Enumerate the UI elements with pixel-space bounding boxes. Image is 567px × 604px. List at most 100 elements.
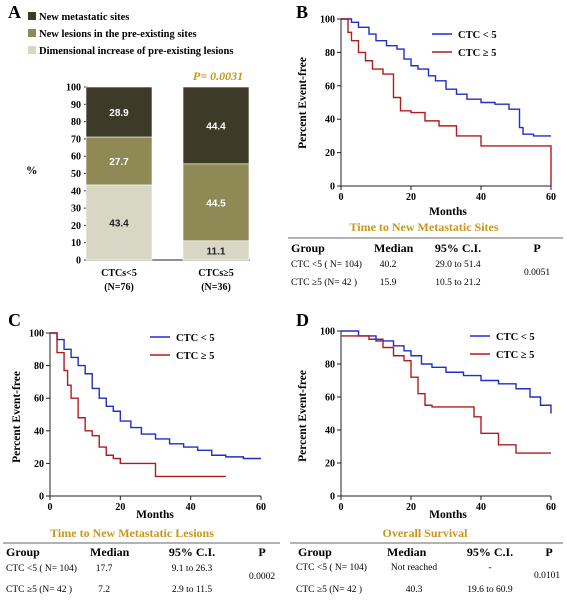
table-cell: 2.9 to 11.5 bbox=[172, 585, 213, 595]
bar-segment bbox=[182, 86, 250, 165]
table-header-median: Median bbox=[387, 545, 427, 559]
table-cell: 9.1 to 26.3 bbox=[172, 564, 213, 574]
table-header-median: Median bbox=[90, 545, 130, 559]
km-curve-ctc-ge-5 bbox=[341, 335, 551, 454]
panel-a-plot: 0 10 20 30 40 50 60 70 80 90 100 43.4 27.7 28.9 11.1 44… bbox=[66, 83, 250, 267]
legend-new-lesions: New lesions in the pre-existing sites bbox=[39, 29, 197, 40]
legend-swatch-new-lesions bbox=[28, 29, 36, 37]
panel-c-title: Time to New Metastatic Lesions bbox=[50, 526, 214, 540]
x-tick-label: 40 bbox=[186, 502, 196, 513]
table-header-p: P bbox=[258, 545, 265, 559]
table-cell-p: 0.0101 bbox=[534, 571, 560, 581]
y-tick-label: 60 bbox=[34, 394, 44, 405]
table-cell: CTC <5 ( N= 104) bbox=[6, 563, 77, 574]
panel-d-x-label: Months bbox=[429, 509, 467, 521]
panel-c-x-label: Months bbox=[136, 509, 174, 521]
panel-b-plot: 0 20 40 60 80 100 0 20 40 60 bbox=[320, 15, 556, 204]
table-header-ci: 95% C.I. bbox=[467, 545, 513, 559]
panel-b-title: Time to New Metastatic Sites bbox=[349, 220, 498, 234]
panel-d-legend-ctc-ge-5: CTC ≥ 5 bbox=[496, 350, 534, 361]
panel-d-title: Overall Survival bbox=[383, 526, 469, 540]
x-tick-label: 0 bbox=[48, 502, 53, 513]
table-header-median: Median bbox=[374, 241, 414, 255]
km-curve-ctc-ge-5 bbox=[50, 332, 226, 478]
panel-c-table: Group Median 95% C.I. P CTC <5 ( N= 104)… bbox=[6, 545, 275, 595]
y-tick-label: 70 bbox=[71, 134, 81, 145]
table-cell: CTC <5 ( N= 104) bbox=[296, 562, 367, 573]
panel-b-y-label: Percent Event-free bbox=[297, 57, 309, 149]
table-cell: 40.3 bbox=[406, 585, 423, 595]
panel-d-letter: D bbox=[296, 310, 309, 330]
y-tick-label: 100 bbox=[320, 327, 335, 338]
bar-segment-label: 27.7 bbox=[109, 157, 129, 168]
x-tick-label: 20 bbox=[115, 502, 125, 513]
y-tick-label: 40 bbox=[34, 426, 44, 437]
y-tick-label: 20 bbox=[325, 459, 335, 470]
panel-d-table: Group Median 95% C.I. P CTC <5 ( N= 104)… bbox=[296, 545, 560, 595]
panel-c-legend-ctc-ge-5: CTC ≥ 5 bbox=[176, 351, 214, 362]
km-curve-ctc-lt-5 bbox=[341, 18, 551, 137]
y-tick-label: 100 bbox=[320, 15, 335, 26]
km-curve-ctc-lt-5 bbox=[341, 330, 552, 414]
y-tick-label: 0 bbox=[76, 256, 81, 267]
y-tick-label: 50 bbox=[71, 169, 81, 180]
x-tick-label: 40 bbox=[476, 192, 486, 203]
table-header-ci: 95% C.I. bbox=[169, 545, 215, 559]
y-tick-label: 40 bbox=[325, 115, 335, 126]
y-tick-label: 80 bbox=[325, 360, 335, 371]
panel-c-plot: 0 20 40 60 80 100 0 20 40 60 bbox=[29, 329, 266, 514]
panel-b-legend-ctc-ge-5: CTC ≥ 5 bbox=[458, 48, 496, 59]
table-cell: Not reached bbox=[391, 563, 437, 573]
bar-segment bbox=[85, 86, 153, 138]
table-cell: 7.2 bbox=[98, 585, 110, 595]
km-curve-ctc-ge-5 bbox=[341, 18, 552, 186]
table-cell: 10.5 to 21.2 bbox=[435, 278, 481, 288]
y-tick-label: 100 bbox=[66, 83, 81, 94]
y-tick-label: 40 bbox=[71, 186, 81, 197]
legend-new-metastatic-sites: New metastatic sites bbox=[39, 12, 129, 23]
x-tick-label: 0 bbox=[339, 192, 344, 203]
panel-a-category-label-1: CTCs<5 bbox=[101, 268, 137, 279]
legend-swatch-new-metastatic-sites bbox=[28, 12, 36, 20]
panel-c-letter: C bbox=[8, 310, 21, 330]
y-tick-label: 40 bbox=[325, 426, 335, 437]
panel-b-letter: B bbox=[296, 2, 308, 22]
table-cell-p: 0.0051 bbox=[524, 268, 550, 278]
panel-a-category-n-2: (N=36) bbox=[201, 282, 231, 293]
bar-segment-label: 28.9 bbox=[109, 108, 129, 119]
x-tick-label: 40 bbox=[476, 502, 486, 513]
y-tick-label: 0 bbox=[39, 492, 44, 503]
y-tick-label: 0 bbox=[330, 492, 335, 503]
y-tick-label: 60 bbox=[325, 81, 335, 92]
bar-segment bbox=[182, 163, 250, 242]
x-tick-label: 0 bbox=[339, 502, 344, 513]
panel-d-legend-ctc-lt-5: CTC < 5 bbox=[496, 332, 535, 343]
panel-b-table: Group Median 95% C.I. P CTC <5 ( N= 104)… bbox=[291, 241, 550, 288]
panel-a-legend: New metastatic sites New lesions in the … bbox=[28, 12, 233, 57]
bar-segment-label: 44.5 bbox=[206, 198, 226, 209]
table-header-p: P bbox=[533, 241, 540, 255]
y-tick-label: 80 bbox=[34, 361, 44, 372]
panel-d-plot: 0 20 40 60 80 100 0 20 40 60 bbox=[320, 327, 556, 514]
bar-segment bbox=[85, 184, 153, 261]
x-tick-label: 60 bbox=[256, 502, 266, 513]
x-tick-label: 20 bbox=[406, 192, 416, 203]
panel-b-x-label: Months bbox=[429, 206, 467, 218]
panel-a-y-label: % bbox=[26, 165, 38, 177]
y-tick-label: 30 bbox=[71, 204, 81, 215]
bar-segment-label: 44.4 bbox=[206, 121, 226, 132]
y-tick-label: 100 bbox=[29, 329, 44, 340]
bar-segment-label: 11.1 bbox=[207, 246, 226, 257]
y-tick-label: 60 bbox=[325, 393, 335, 404]
table-header-group: Group bbox=[6, 545, 40, 559]
y-tick-label: 80 bbox=[71, 117, 81, 128]
y-tick-label: 80 bbox=[325, 48, 335, 59]
table-cell: 17.7 bbox=[96, 564, 113, 574]
table-cell: 19.6 to 60.9 bbox=[467, 585, 513, 595]
table-header-group: Group bbox=[298, 545, 332, 559]
panel-a-category-n-1: (N=76) bbox=[104, 282, 134, 293]
x-tick-label: 60 bbox=[546, 192, 556, 203]
legend-swatch-dimensional-increase bbox=[28, 46, 36, 54]
table-header-ci: 95% C.I. bbox=[435, 241, 481, 255]
